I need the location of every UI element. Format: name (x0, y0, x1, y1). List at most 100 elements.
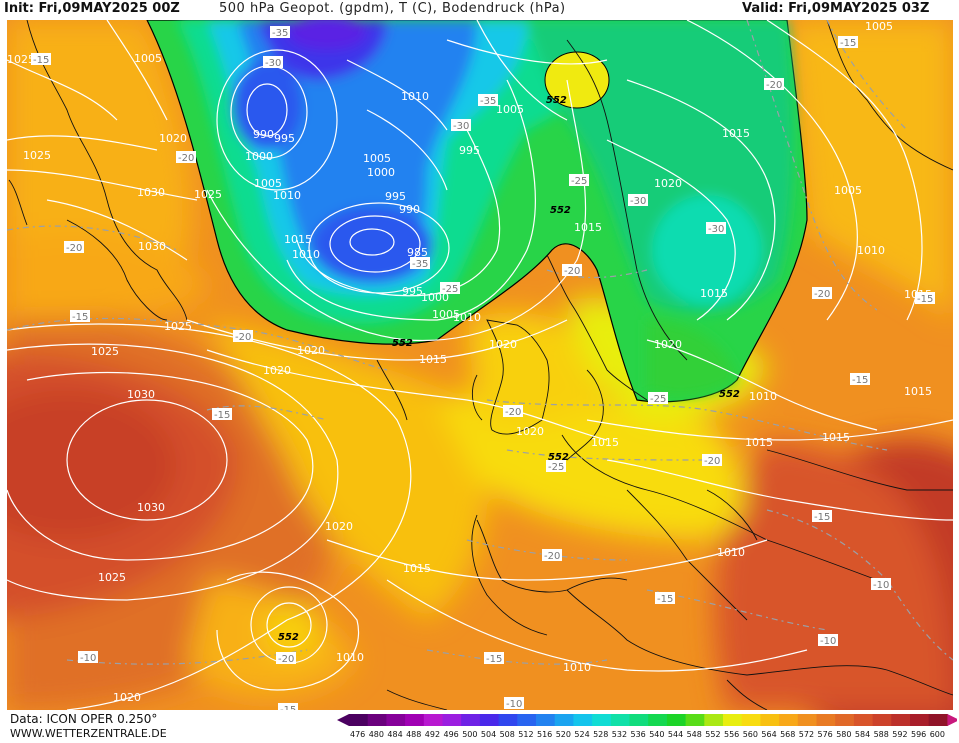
temperature-label: -15 (70, 310, 90, 323)
colorbar-swatch (423, 714, 443, 726)
colorbar-swatch (442, 714, 462, 726)
colorbar-swatch (349, 714, 369, 726)
temperature-label: -15 (915, 292, 935, 305)
temperature-label: -30 (628, 194, 648, 207)
colorbar-tick: 476 (350, 730, 365, 739)
svg-text:-10: -10 (873, 580, 889, 591)
svg-text:-30: -30 (630, 196, 646, 207)
isobar-label: 985 (407, 246, 428, 259)
colorbar-tick: 520 (556, 730, 571, 739)
svg-text:-20: -20 (704, 456, 720, 467)
colorbar-swatch (498, 714, 518, 726)
colorbar-swatch (479, 714, 500, 726)
colorbar-swatch (517, 714, 537, 726)
temperature-label: -15 (278, 703, 298, 710)
colorbar-swatch (405, 714, 425, 726)
isobar-label: 1020 (159, 132, 187, 145)
isobar-label: 1010 (857, 244, 885, 257)
isobar-label: 1010 (717, 546, 745, 559)
isobar-label: 1030 (127, 388, 155, 401)
colorbar-swatch (816, 714, 836, 726)
svg-text:-20: -20 (564, 266, 580, 277)
svg-text:-15: -15 (72, 312, 88, 323)
temperature-label: -20 (542, 549, 562, 562)
colorbar-swatch (685, 714, 705, 726)
geopotential-label: 552 (278, 632, 299, 643)
isobar-label: 1020 (113, 691, 141, 704)
colorbar-tick: 488 (406, 730, 421, 739)
isobar-label: 1020 (263, 364, 291, 377)
colorbar-swatch (910, 714, 930, 726)
temperature-label: -20 (233, 330, 253, 343)
colorbar-swatch (891, 714, 911, 726)
temperature-label: -20 (276, 652, 296, 665)
svg-text:-20: -20 (278, 654, 294, 665)
isobar-label: 995 (274, 132, 295, 145)
isobar-label: 990 (253, 128, 274, 141)
svg-text:-30: -30 (265, 58, 281, 69)
colorbar-tick: 576 (818, 730, 833, 739)
isobar-label: 1010 (292, 248, 320, 261)
isobar-label: 1025 (7, 53, 35, 66)
colorbar-tick: 484 (387, 730, 402, 739)
colorbar-tick: 500 (462, 730, 477, 739)
isobar-label: 1010 (401, 90, 429, 103)
colorbar-swatch (928, 714, 948, 726)
isobar-label: 1020 (654, 338, 682, 351)
geopotential-label: 552 (550, 205, 571, 216)
isobar-label: 995 (459, 144, 480, 157)
isobar-label: 1015 (403, 562, 431, 575)
temperature-label: -20 (562, 264, 582, 277)
isobar-label: 1020 (654, 177, 682, 190)
geopotential-label: 552 (546, 95, 567, 106)
temperature-label: -15 (212, 408, 232, 421)
temperature-label: -25 (648, 392, 668, 405)
svg-text:-20: -20 (544, 551, 560, 562)
svg-text:-25: -25 (571, 176, 587, 187)
colorbar-tick: 540 (649, 730, 664, 739)
isobar-label: 1015 (822, 431, 850, 444)
svg-text:-15: -15 (33, 55, 49, 66)
cold-trough-field (146, 20, 808, 403)
colorbar-tick: 556 (724, 730, 739, 739)
isobar-label: 1025 (194, 188, 222, 201)
svg-text:-15: -15 (840, 38, 856, 49)
isobar-label: 1000 (421, 291, 449, 304)
svg-text:-15: -15 (814, 512, 830, 523)
isobar-label: 1015 (574, 221, 602, 234)
svg-text:-15: -15 (917, 294, 933, 305)
colorbar-tick: 592 (892, 730, 907, 739)
temperature-label: -35 (478, 94, 498, 107)
isobar-label: 1025 (98, 571, 126, 584)
isobar-label: 1030 (138, 240, 166, 253)
isobar-label: 1005 (432, 308, 460, 321)
colorbar-swatch (592, 714, 612, 726)
isobar-label: 1000 (367, 166, 395, 179)
svg-text:-25: -25 (650, 394, 666, 405)
colorbar-svg: 476 480 484 488 492 496 500 504 508 512 516 520 524 5… (337, 714, 959, 739)
temperature-label: -15 (31, 53, 51, 66)
svg-text:-30: -30 (708, 224, 724, 235)
valid-time-label: Valid: Fri,09MAY2025 03Z (742, 1, 930, 16)
isobar-label: 1005 (865, 20, 893, 33)
temperature-label: -25 (569, 174, 589, 187)
svg-text:-10: -10 (80, 653, 96, 664)
colorbar-tick: 524 (574, 730, 589, 739)
colorbar-tick: 516 (537, 730, 552, 739)
isobar-label: 1025 (23, 149, 51, 162)
isobar-label: 1015 (722, 127, 750, 140)
colorbar-tick: 580 (836, 730, 851, 739)
colorbar-tick: 528 (593, 730, 608, 739)
svg-text:-15: -15 (852, 375, 868, 386)
svg-text:-35: -35 (412, 259, 428, 270)
temperature-label: -20 (64, 241, 84, 254)
temperature-label: -15 (484, 652, 504, 665)
isobar-label: 1015 (904, 385, 932, 398)
geopotential-label: 552 (719, 389, 740, 400)
isobar-label: 990 (399, 203, 420, 216)
temperature-label: -30 (451, 119, 471, 132)
weather-map: 1005 1020 1025 1030 1025 1030 1025 1025 1030 1020… (7, 20, 953, 710)
colorbar-tick: 508 (500, 730, 515, 739)
temperature-label: -10 (818, 634, 838, 647)
colorbar-swatch (554, 714, 574, 726)
